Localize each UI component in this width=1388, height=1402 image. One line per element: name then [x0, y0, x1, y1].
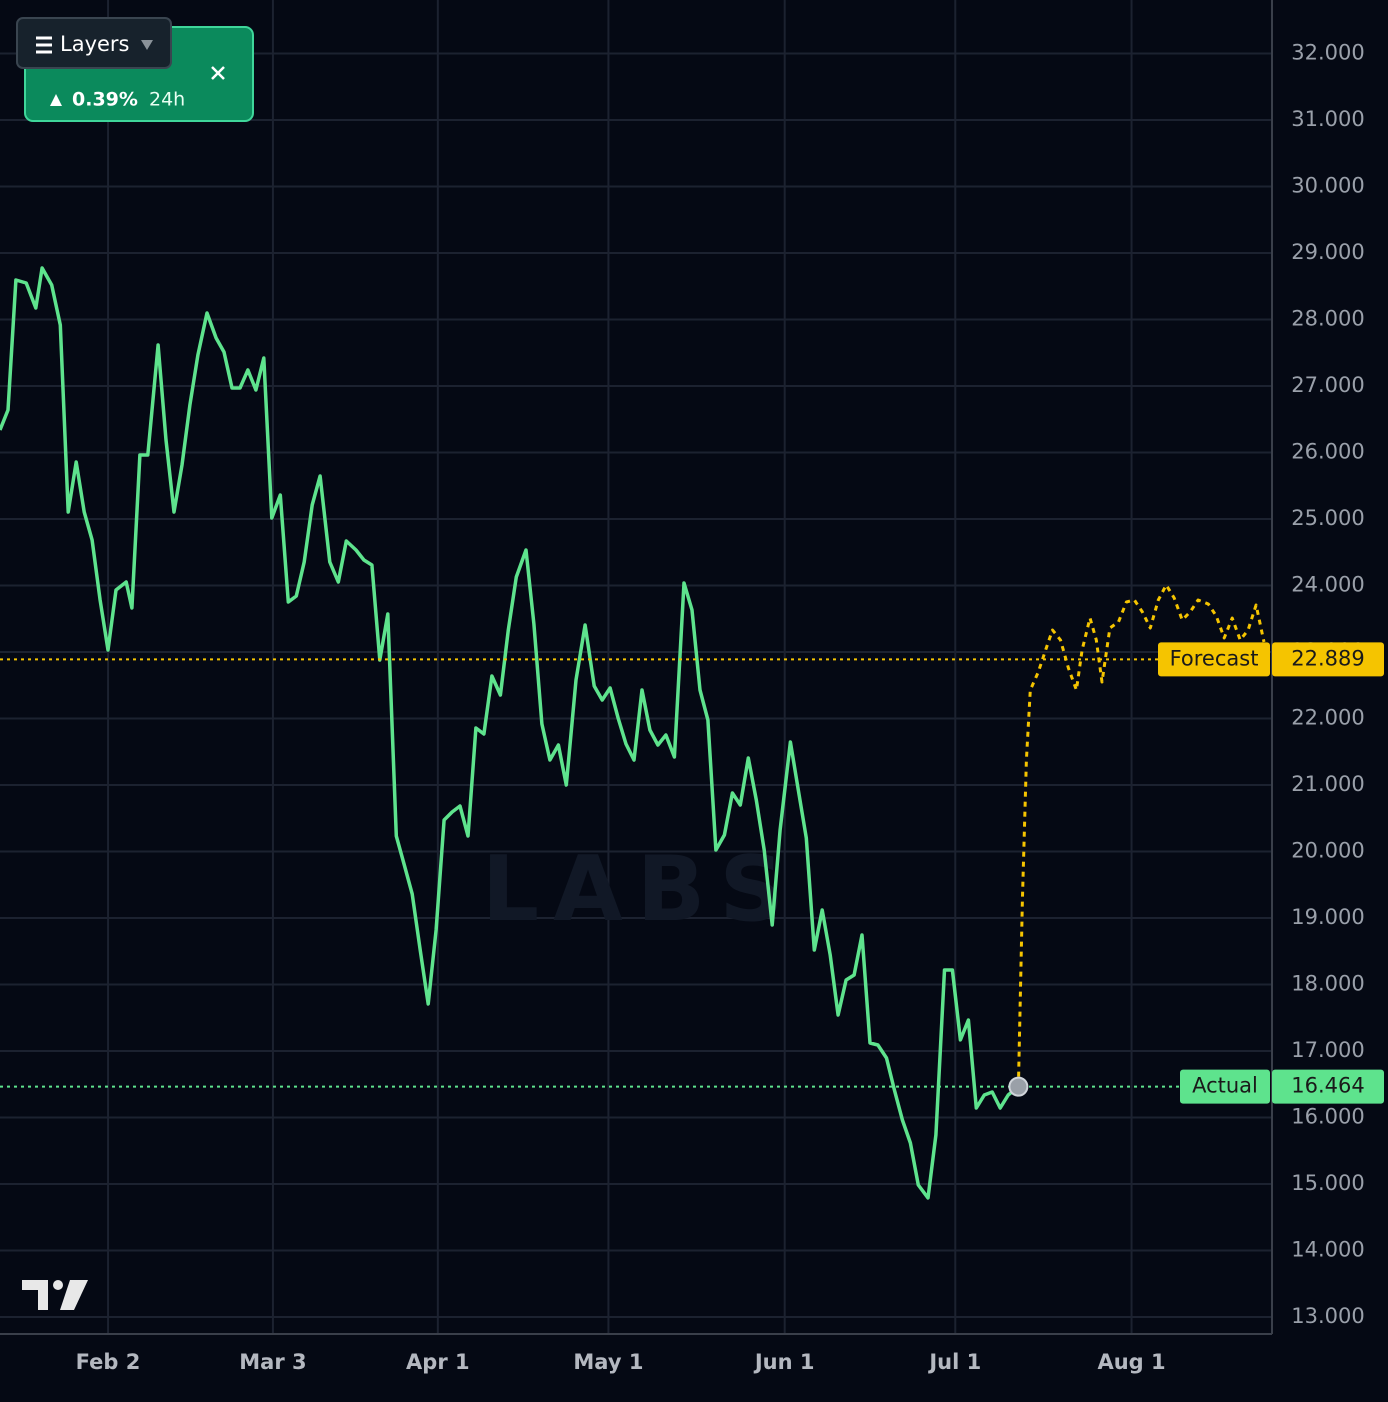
x-tick-label: Jul 1: [927, 1350, 981, 1374]
layers-bg[interactable]: [16, 17, 172, 69]
watermark: LABS: [482, 837, 798, 942]
y-tick-label: 30.000: [1291, 174, 1364, 198]
dropdown-icon: [141, 40, 153, 50]
series-tag: Forecast: [1170, 646, 1259, 670]
x-tick-label: Aug 1: [1097, 1350, 1165, 1374]
series-line: [1016, 583, 1266, 1087]
price-tag-bg: [1272, 642, 1384, 677]
y-tick-label: 20.000: [1291, 838, 1364, 862]
y-tick-label: 19.000: [1291, 905, 1364, 929]
y-tick-label: 22.000: [1291, 706, 1364, 730]
x-tick-label: Feb 2: [76, 1350, 141, 1374]
price-tag-bg: [1272, 1069, 1384, 1104]
x-tick-label: Mar 3: [239, 1350, 306, 1374]
up-arrow: [50, 94, 62, 106]
layers-label[interactable]: Layers: [60, 32, 130, 56]
last-point: [1008, 1076, 1029, 1097]
price-tag: 22.889: [1291, 646, 1364, 670]
y-tick-label: 15.000: [1291, 1171, 1364, 1195]
y-tick-label: 27.000: [1291, 373, 1364, 397]
y-tick-label: 25.000: [1291, 506, 1364, 530]
series-tag: Actual: [1192, 1074, 1258, 1098]
plot: [0, 266, 1266, 1200]
series-line: [0, 266, 1020, 1200]
y-tick-label: 26.000: [1291, 440, 1364, 464]
y-tick-label: 31.000: [1291, 107, 1364, 131]
y-tick-label: 24.000: [1291, 573, 1364, 597]
y-tick-label: 32.000: [1291, 41, 1364, 65]
x-tick-label: May 1: [573, 1350, 643, 1374]
y-tick-label: 17.000: [1291, 1038, 1364, 1062]
x-tick-label: Apr 1: [406, 1350, 470, 1374]
close-button[interactable]: [211, 66, 225, 80]
series-tag-bg: [1180, 1069, 1270, 1104]
y-tick-label: 14.000: [1291, 1237, 1364, 1261]
x-tick-label: Jun 1: [753, 1350, 815, 1374]
y-tick-label: 13.000: [1291, 1304, 1364, 1328]
axes: 13.000 14.000 15.000 16.000 17.000 18.000 19.0…: [76, 41, 1384, 1374]
y-tick-label: 28.000: [1291, 307, 1364, 331]
layers-button[interactable]: Layers: [16, 17, 172, 69]
y-tick-label: 16.000: [1291, 1104, 1364, 1128]
price-tag: 16.464: [1291, 1074, 1364, 1098]
grid: [0, 0, 1272, 1334]
menu-icon: [36, 36, 52, 54]
series-tag-bg: [1158, 642, 1270, 677]
change: 0.39%: [72, 89, 138, 111]
y-tick-label: 21.000: [1291, 772, 1364, 796]
y-tick-label: 18.000: [1291, 971, 1364, 995]
period: 24h: [149, 89, 185, 111]
y-tick-label: 29.000: [1291, 240, 1364, 264]
tradingview-logo: [22, 1280, 88, 1310]
